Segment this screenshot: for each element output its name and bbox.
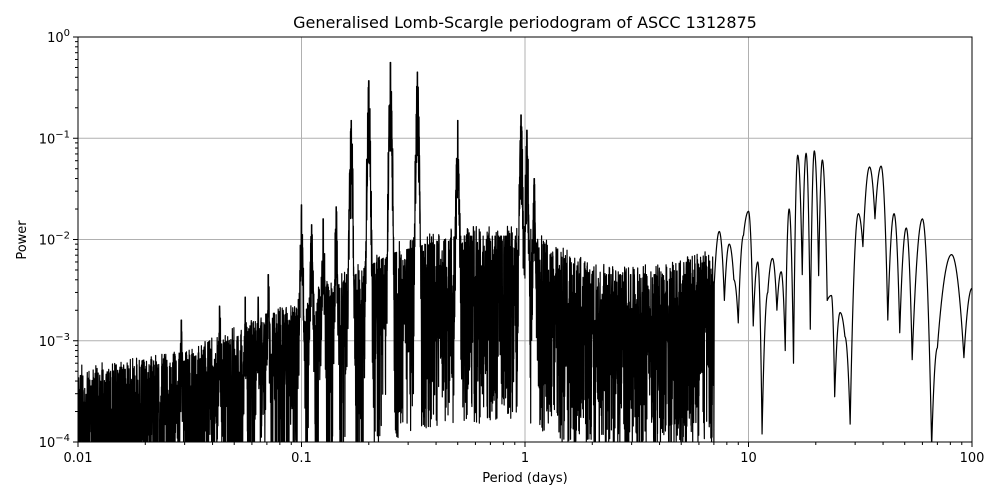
- power-series-line: [78, 61, 972, 442]
- x-axis-ticks: 0.01 0.1 1 10 100: [64, 442, 985, 466]
- y-axis-label: Power: [15, 220, 30, 260]
- x-tick-label: 1: [521, 451, 529, 466]
- chart-title: Generalised Lomb-Scargle periodogram of …: [293, 13, 757, 32]
- y-tick-label: 10−3: [39, 332, 70, 350]
- x-axis-label: Period (days): [482, 471, 568, 486]
- y-tick-label: 10−4: [39, 433, 70, 451]
- y-tick-label: 100: [47, 28, 70, 46]
- y-tick-label: 10−1: [39, 129, 70, 147]
- x-tick-label: 100: [960, 451, 985, 466]
- x-tick-label: 0.1: [291, 451, 312, 466]
- periodogram-line: [78, 61, 972, 442]
- x-tick-label: 10: [740, 451, 757, 466]
- y-axis-ticks: 100 10−1 10−2 10−3 10−4: [39, 28, 78, 451]
- x-tick-label: 0.01: [64, 451, 93, 466]
- y-tick-label: 10−2: [39, 231, 70, 249]
